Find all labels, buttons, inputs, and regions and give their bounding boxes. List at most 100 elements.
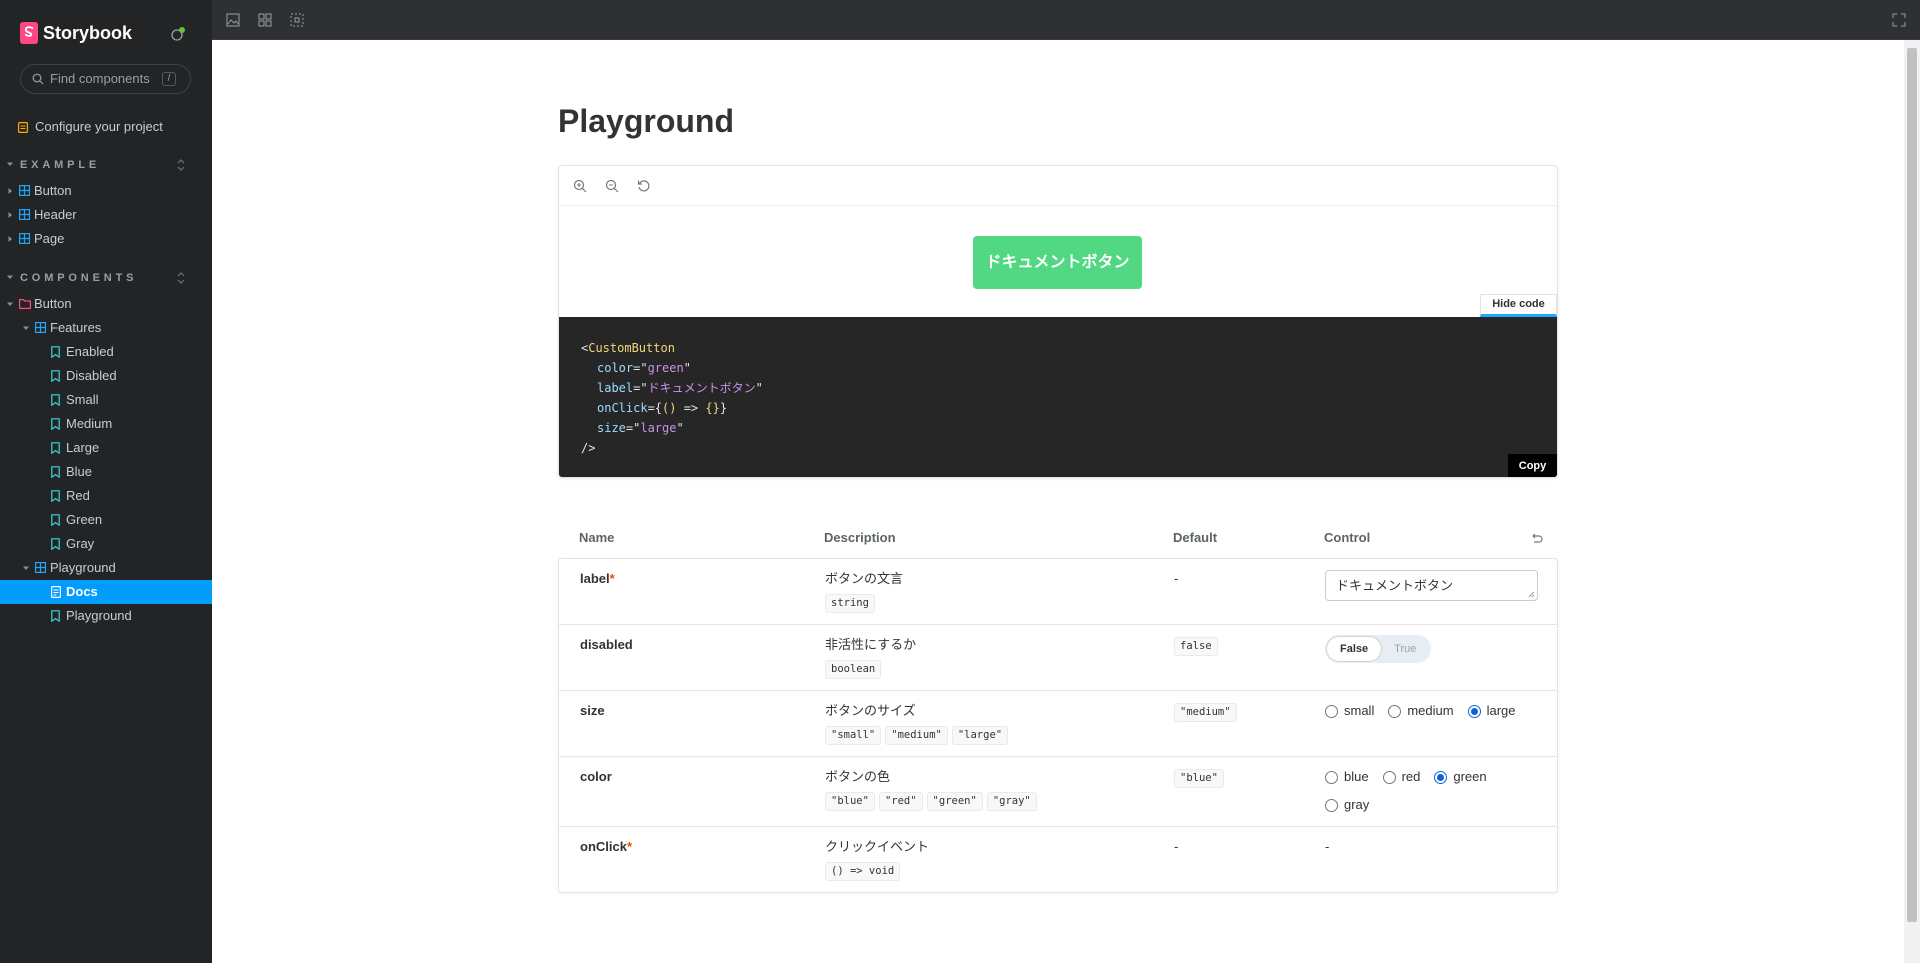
icon-part (171, 29, 183, 41)
tree-item[interactable]: Gray (0, 532, 212, 556)
default-value: false (1174, 637, 1218, 656)
radio-group: blue red green gray (1325, 767, 1545, 815)
tree-item[interactable]: Playground (0, 604, 212, 628)
hide-code-button[interactable]: Hide code (1480, 294, 1557, 317)
required-mark: * (609, 571, 615, 586)
fullscreen-tool[interactable] (1892, 13, 1906, 27)
tree-item[interactable]: Enabled (0, 340, 212, 364)
tree-item[interactable]: Small (0, 388, 212, 412)
radio-option[interactable]: large (1467, 701, 1516, 721)
scroll-thumb[interactable] (1907, 48, 1917, 922)
tree-item[interactable]: Green (0, 508, 212, 532)
type-list: () => void (825, 862, 1174, 881)
tree-item[interactable]: Docs (0, 580, 212, 604)
logo (20, 22, 38, 44)
radio-label: gray (1344, 797, 1370, 812)
radio-option[interactable]: blue (1325, 767, 1369, 787)
tree-item[interactable]: Page (0, 227, 212, 251)
tree-item[interactable]: Blue (0, 460, 212, 484)
radio-circle[interactable] (1388, 704, 1402, 718)
icon-part (35, 562, 47, 574)
image-tool[interactable] (226, 13, 240, 27)
arg-name: color (580, 767, 825, 787)
icon-part (51, 346, 60, 359)
tree-item[interactable]: Disabled (0, 364, 212, 388)
tree-caret (22, 324, 30, 332)
tree-item[interactable]: Red (0, 484, 212, 508)
code-block: <CustomButton color="green" label="ドキュメントボ… (559, 317, 1557, 477)
name-cell: size (580, 701, 825, 745)
outline-tool[interactable] (290, 13, 304, 27)
code-token: =" (625, 421, 641, 435)
tree-caret (6, 211, 14, 219)
section-title: EXAMPLE (20, 159, 101, 171)
section-caret[interactable] (6, 273, 14, 281)
toggle-option[interactable]: True (1394, 643, 1417, 655)
radio-option[interactable]: gray (1325, 795, 1369, 815)
radio-circle[interactable] (1382, 770, 1396, 784)
radio-option[interactable]: small (1325, 701, 1374, 721)
arg-description: 非活性にするか (825, 637, 917, 652)
section-collapse[interactable] (176, 159, 186, 171)
radio-option[interactable]: medium (1388, 701, 1454, 721)
radio-circle[interactable] (1467, 704, 1481, 718)
radio-circle[interactable] (1325, 704, 1338, 718)
column-header: Name (579, 530, 615, 545)
type-chip: boolean (825, 660, 882, 679)
radio-circle[interactable] (1434, 770, 1448, 784)
preview-button[interactable]: ドキュメントボタン (973, 236, 1142, 289)
icon-part (179, 27, 185, 33)
icon-part (20, 186, 29, 195)
zoom-out[interactable] (605, 179, 619, 193)
required-mark: * (626, 839, 633, 854)
icon-part (638, 180, 650, 192)
tree-item[interactable]: Button (0, 292, 212, 316)
tree-label: Disabled (66, 368, 117, 383)
configure-link[interactable]: Configure your project (0, 115, 212, 139)
radio-circle[interactable] (1325, 770, 1338, 784)
tree-item[interactable]: Medium (0, 412, 212, 436)
zoom-reset[interactable] (637, 179, 651, 193)
tree-item[interactable]: Large (0, 436, 212, 460)
code-token: size (597, 421, 626, 435)
code-line: /> (581, 438, 1557, 458)
tree-item[interactable]: Button (0, 179, 212, 203)
tree-icon (51, 490, 60, 503)
icon-part (1532, 533, 1536, 539)
icon-part (290, 13, 304, 27)
control-cell: False True (1325, 635, 1537, 679)
zoom-in[interactable] (573, 179, 587, 193)
arg-description: ボタンのサイズ (825, 703, 916, 718)
tree-item[interactable]: Features (0, 316, 212, 340)
copy-button[interactable]: Copy (1508, 454, 1557, 477)
grid-tool[interactable] (258, 13, 272, 27)
section-collapse[interactable] (176, 272, 186, 284)
text-control[interactable]: ドキュメントボタン (1325, 570, 1538, 601)
radio-option[interactable]: red (1382, 767, 1420, 787)
toggle-option[interactable]: False (1327, 637, 1382, 661)
reset-controls[interactable] (1530, 532, 1543, 545)
column-header: Description (824, 530, 896, 545)
arg-name-text: onClick (580, 839, 627, 854)
tree-item[interactable]: Playground (0, 556, 212, 580)
icon-part (51, 394, 60, 407)
icon-part (7, 275, 13, 279)
scrollbar[interactable] (1904, 40, 1920, 963)
icon (35, 322, 47, 334)
theme-icon[interactable] (170, 26, 186, 42)
radio-label: green (1453, 769, 1487, 784)
name-cell: onClick* (580, 837, 825, 881)
tree-label: Enabled (66, 344, 114, 359)
control-cell: ドキュメントボタン (1325, 569, 1538, 613)
tree-item[interactable]: Header (0, 203, 212, 227)
boolean-toggle[interactable]: False True (1325, 635, 1432, 663)
radio-option[interactable]: green (1434, 767, 1487, 787)
configure-label: Configure your project (35, 119, 163, 134)
search-box[interactable]: Find components / (20, 64, 191, 94)
icon-part (577, 183, 581, 187)
radio-circle[interactable] (1325, 798, 1338, 812)
section-caret[interactable] (6, 160, 14, 168)
tree-icon (51, 586, 62, 599)
